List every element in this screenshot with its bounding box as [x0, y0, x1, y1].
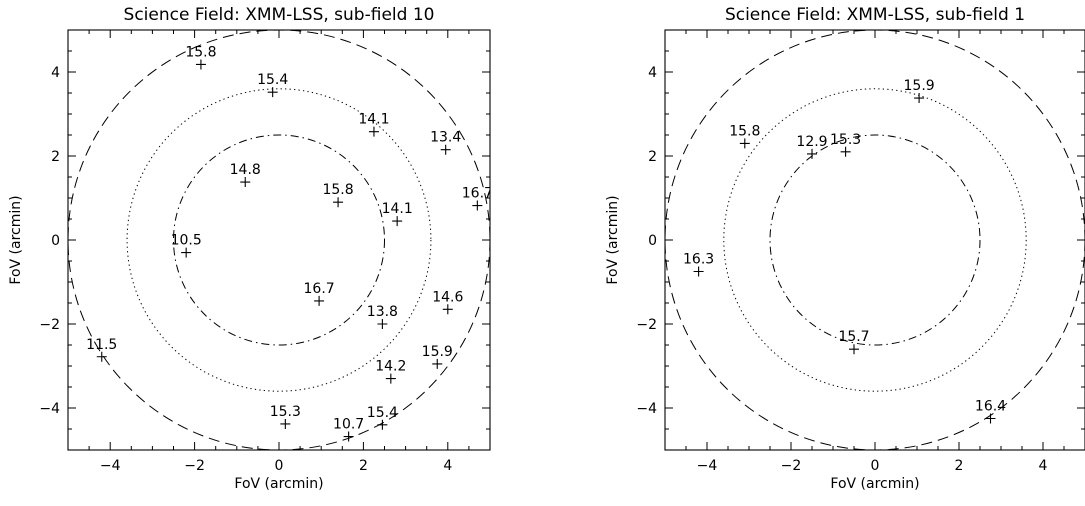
plot-frame: [664, 29, 1085, 451]
magnitude-label: 15.4: [367, 405, 398, 421]
chart-title: Science Field: XMM-LSS, sub-field 1: [725, 5, 1025, 25]
plot-area: 15.8 15.4 14.1 13.4 14.8 15.8 14.1 16.7 10.5 16.7…: [68, 30, 493, 450]
magnitude-label: 14.1: [382, 201, 413, 217]
magnitude-label: 14.6: [432, 289, 463, 305]
star-marker: [739, 138, 750, 149]
star-marker: [280, 418, 291, 429]
magnitude-label: 10.5: [171, 233, 202, 249]
dashed-circle: [665, 30, 1085, 450]
y-tick-label: 0: [648, 233, 657, 249]
star-marker: [181, 247, 192, 258]
magnitude-label: 14.8: [230, 162, 261, 178]
star-marker: [267, 87, 278, 98]
magnitude-label: 15.9: [422, 344, 453, 360]
x-tick-label: 4: [1039, 458, 1048, 474]
dashed-circle: [68, 30, 490, 450]
magnitude-label: 15.8: [322, 182, 353, 198]
star-marker: [377, 319, 388, 329]
y-axis-label: FoV (arcmin): [8, 195, 24, 284]
star-marker: [96, 351, 107, 362]
star-marker: [840, 146, 851, 157]
y-tick-label: −2: [636, 317, 657, 333]
star-marker: [385, 373, 396, 384]
star-marker: [377, 419, 388, 430]
star-marker: [333, 197, 344, 208]
y-tick-label: 2: [648, 149, 657, 165]
x-tick-label: 0: [275, 458, 284, 474]
plot-area: 15.9 15.8 12.9 15.3 16.3 15.7 16.4: [665, 30, 1085, 450]
magnitude-label: 15.9: [904, 78, 935, 94]
chart-title: Science Field: XMM-LSS, sub-field 10: [124, 5, 435, 25]
x-tick-label: −4: [697, 458, 718, 474]
magnitude-label: 16.3: [683, 252, 714, 268]
y-tick-label: −2: [39, 317, 60, 333]
x-tick-label: 2: [359, 458, 368, 474]
magnitude-label: 13.4: [430, 130, 461, 146]
y-tick-label: 2: [51, 149, 60, 165]
magnitude-label: 10.7: [333, 417, 364, 433]
star-marker: [693, 266, 704, 277]
star-marker: [985, 413, 996, 424]
y-tick-label: −4: [39, 401, 60, 417]
star-marker: [849, 344, 859, 355]
magnitude-label: 15.8: [729, 123, 760, 139]
star-marker: [240, 177, 251, 188]
x-axis-label: FoV (arcmin): [234, 476, 323, 492]
star-marker: [314, 295, 325, 306]
star-marker: [442, 304, 453, 315]
y-tick-label: −4: [636, 401, 657, 417]
dash-dot-circle: [173, 134, 385, 346]
magnitude-label: 14.1: [358, 112, 389, 128]
star-marker: [472, 200, 483, 211]
y-tick-label: 4: [648, 65, 657, 81]
x-tick-label: 4: [443, 458, 452, 474]
magnitude-label: 16.7: [304, 281, 335, 297]
sub-field-1-panel: Science Field: XMM-LSS, sub-field 1 FoV …: [605, 5, 1085, 492]
y-tick-label: 4: [51, 65, 60, 81]
magnitude-label: 11.5: [86, 337, 117, 353]
x-tick-label: −2: [184, 458, 205, 474]
star-marker: [392, 216, 403, 227]
magnitude-label: 15.3: [270, 404, 301, 420]
magnitude-label: 16.7: [462, 186, 493, 202]
sub-field-10-panel: Science Field: XMM-LSS, sub-field 10 FoV…: [8, 5, 493, 492]
star-marker: [807, 148, 817, 159]
x-axis-label: FoV (arcmin): [830, 476, 919, 492]
x-tick-label: 2: [955, 458, 964, 474]
dotted-circle: [126, 88, 432, 392]
star-marker: [343, 431, 354, 442]
magnitude-label: 16.4: [975, 399, 1006, 415]
dotted-circle: [723, 88, 1027, 392]
star-marker: [368, 126, 379, 137]
magnitude-label: 12.9: [796, 134, 827, 150]
y-axis-label: FoV (arcmin): [605, 195, 621, 284]
x-tick-label: −2: [781, 458, 802, 474]
star-marker: [432, 358, 443, 369]
x-tick-label: 0: [871, 458, 880, 474]
magnitude-label: 15.4: [257, 72, 288, 88]
magnitude-label: 13.8: [367, 304, 398, 320]
dash-dot-circle: [769, 134, 981, 346]
magnitude-label: 15.8: [185, 44, 216, 60]
magnitude-label: 14.2: [375, 359, 406, 375]
plot-frame: [67, 29, 491, 451]
star-marker: [195, 59, 206, 70]
x-tick-label: −4: [100, 458, 121, 474]
star-marker: [914, 93, 925, 104]
star-marker: [440, 144, 451, 155]
magnitude-label: 15.7: [838, 329, 869, 345]
magnitude-label: 15.3: [830, 132, 861, 148]
y-tick-label: 0: [51, 233, 60, 249]
